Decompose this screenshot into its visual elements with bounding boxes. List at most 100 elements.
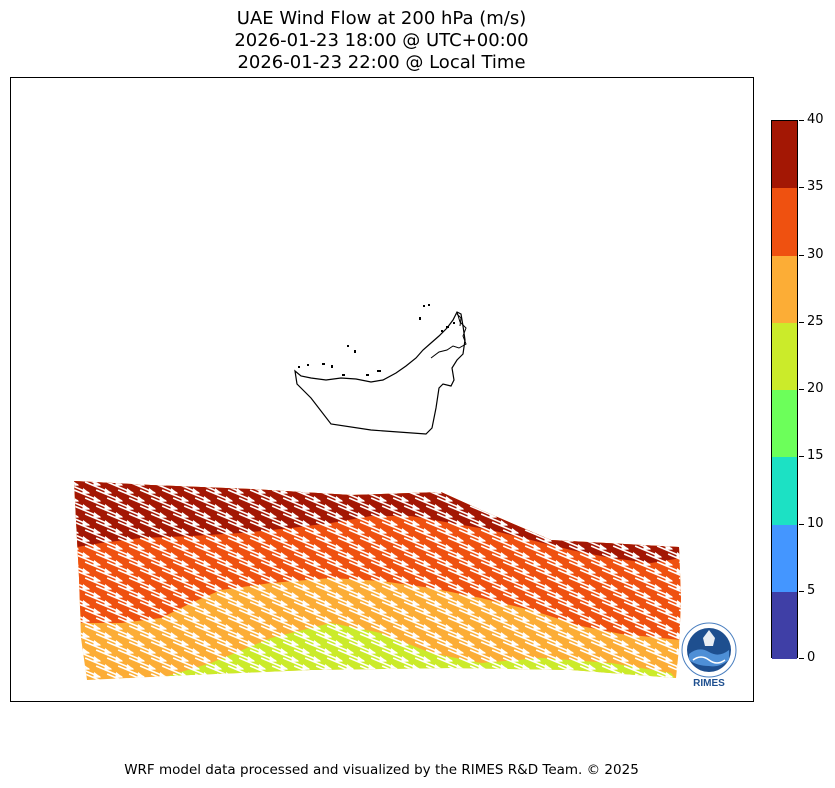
wind-arrow-head [533,496,542,502]
wind-arrow-head [346,488,355,494]
wind-arrow-head [225,496,234,502]
wind-arrow-head [676,504,681,510]
wind-arrow-head [126,584,135,590]
wind-arrow-shaft [162,682,188,693]
wind-arrow-head [511,640,520,646]
wind-arrow-shaft [337,481,365,486]
colorbar-tick-label: 40 [807,112,824,127]
wind-arrow-head [335,544,344,550]
wind-arrow-shaft [52,682,78,693]
wind-arrow-head [126,520,135,526]
wind-arrow-head [423,512,432,518]
wind-arrow-head [181,528,190,534]
wind-arrow-head [148,552,157,558]
wind-arrow-head [280,632,289,638]
colorbar-tick-label: 5 [807,582,816,598]
wind-arrow-head [599,528,608,534]
wind-arrow-head [434,520,443,526]
wind-arrow-head [467,624,476,630]
wind-arrow-head [478,600,487,606]
wind-arrow-shaft [74,553,79,566]
wind-arrow-head [104,584,113,590]
wind-arrow-head [577,656,586,662]
wind-arrow-head [313,624,322,630]
wind-arrow-head [467,640,476,646]
wind-arrow-shaft [74,633,79,646]
wind-arrow-head [104,504,113,510]
wind-arrow-head [236,472,244,478]
wind-arrow-head [445,481,454,486]
wind-arrow-shaft [447,481,475,486]
wind-arrow-head [522,504,531,510]
wind-arrow-head [93,640,102,646]
wind-arrow-head [115,592,124,598]
wind-arrow-shaft [601,521,629,534]
wind-arrow-head [500,568,509,574]
wind-arrow-head [291,640,300,646]
wind-arrow-head [478,584,487,590]
logo-wordmark: RIMES [693,678,725,688]
wind-arrow-head [335,624,344,630]
wind-arrow-head [610,680,618,686]
wind-arrow-head [588,680,596,686]
wind-arrow-head [137,512,146,518]
wind-arrow-head [203,624,212,630]
wind-arrow-shaft [327,466,353,477]
wind-arrow-shaft [557,505,585,518]
wind-arrow-head [687,560,695,566]
wind-arrow-head [236,584,245,590]
wind-arrow-head [170,472,178,478]
wind-arrow-head [577,560,586,566]
wind-arrow-head [203,608,212,614]
wind-arrow-head [588,488,597,494]
wind-arrow-head [368,680,376,686]
map-frame[interactable] [10,77,754,702]
wind-arrow-head [610,664,619,670]
wind-arrow-head [357,624,366,630]
wind-arrow-head [621,512,630,518]
wind-arrow-head [247,624,256,630]
wind-arrow-head [346,472,354,478]
wind-arrow-head [192,488,201,494]
wind-arrow-head [104,680,112,686]
wind-arrow-head [258,520,267,526]
wind-arrow-head [643,481,652,486]
colorbar-tick-label: 15 [807,448,824,464]
wind-arrow-shaft [645,481,673,486]
wind-arrow-head [555,608,564,614]
wind-arrow-shaft [667,665,681,678]
wind-arrow-head [599,560,608,566]
wind-arrow-head [445,576,454,582]
wind-arrow-head [181,624,190,630]
wind-arrow-head [368,520,377,526]
wind-arrow-head [445,544,454,550]
wind-arrow-head [599,544,608,550]
wind-arrow-head [478,680,486,686]
wind-arrow-head [104,472,112,478]
wind-arrow-head [357,560,366,566]
wind-arrow-head [533,481,542,486]
wind-arrow-head [555,496,564,502]
colorbar-tick-mark [799,120,804,121]
wind-arrow-head [192,504,201,510]
wind-arrow-head [588,584,597,590]
wind-arrow-head [192,680,200,686]
wind-arrow-shaft [657,466,683,477]
wind-arrow-head [621,544,630,550]
wind-arrow-head [467,496,476,502]
wind-arrow-head [313,608,322,614]
wind-arrow-head [126,488,135,494]
wind-arrow-head [269,496,278,502]
wind-arrow-head [687,480,695,486]
wind-arrow-head [269,560,278,566]
wind-arrow-shaft [239,466,265,477]
wind-arrow-head [588,472,596,478]
footer-credit: WRF model data processed and visualized … [124,762,639,778]
wind-arrow-head [74,481,80,486]
wind-arrow-head [456,488,465,494]
wind-arrow-head [74,576,80,582]
wind-arrow-head [148,488,157,494]
wind-arrow-shaft [371,466,397,477]
wind-arrow-shaft [590,513,618,526]
wind-arrow-head [390,600,399,606]
